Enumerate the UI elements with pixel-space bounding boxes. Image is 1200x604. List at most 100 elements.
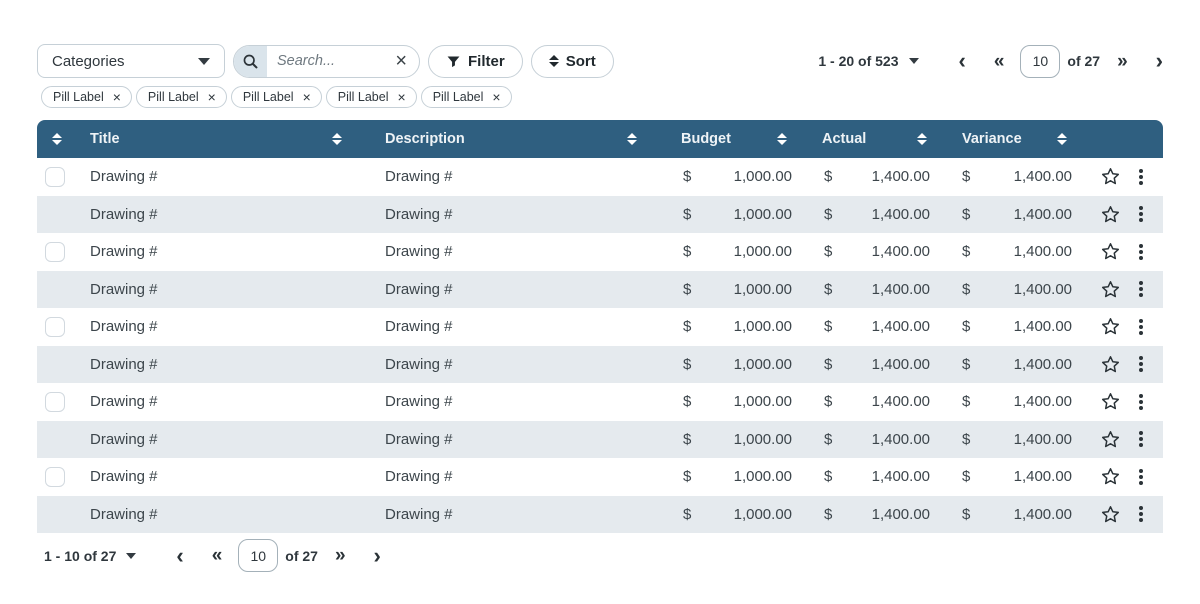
- remove-pill-icon[interactable]: [398, 90, 406, 104]
- table-row[interactable]: Drawing # Drawing # $ 1,000.00 $ 1,400.0…: [37, 308, 1163, 346]
- page-input[interactable]: [1020, 44, 1061, 78]
- remove-pill-icon[interactable]: [492, 90, 500, 104]
- favorite-star-icon[interactable]: [1100, 204, 1121, 225]
- remove-pill-icon[interactable]: [303, 90, 311, 104]
- favorite-star-icon[interactable]: [1100, 166, 1121, 187]
- column-header-title[interactable]: Title: [90, 120, 355, 158]
- sort-icon[interactable]: [332, 132, 342, 146]
- range-dropdown-icon[interactable]: [126, 552, 137, 559]
- table-row[interactable]: Drawing # Drawing # $ 1,000.00 $ 1,400.0…: [37, 270, 1163, 309]
- table-row[interactable]: Drawing # Drawing # $ 1,000.00 $ 1,400.0…: [37, 158, 1163, 196]
- variance-amount: 1,400.00: [1013, 355, 1072, 373]
- row-description: Drawing #: [385, 243, 453, 261]
- row-checkbox[interactable]: [45, 316, 65, 337]
- row-checkbox[interactable]: [45, 466, 65, 487]
- row-menu-icon[interactable]: [1139, 287, 1143, 292]
- row-menu-icon[interactable]: [1139, 324, 1143, 329]
- range-dropdown-icon[interactable]: [908, 58, 919, 64]
- sort-icon[interactable]: [1057, 132, 1067, 146]
- page-input[interactable]: [238, 539, 279, 572]
- clear-search-icon[interactable]: [393, 51, 419, 71]
- sort-icon[interactable]: [777, 132, 787, 146]
- row-actions: [1080, 308, 1163, 346]
- favorite-star-icon[interactable]: [1100, 504, 1121, 525]
- remove-pill-icon[interactable]: [208, 90, 216, 104]
- table-row[interactable]: Drawing # Drawing # $ 1,000.00 $ 1,400.0…: [37, 420, 1163, 459]
- row-menu-icon[interactable]: [1139, 437, 1143, 442]
- column-header-actual[interactable]: Actual: [800, 120, 940, 158]
- filter-pill[interactable]: Pill Label: [420, 86, 512, 108]
- favorite-star-icon[interactable]: [1100, 279, 1121, 300]
- table-row[interactable]: Drawing # Drawing # $ 1,000.00 $ 1,400.0…: [37, 495, 1163, 533]
- search-input[interactable]: [267, 45, 394, 77]
- filter-button[interactable]: Filter: [428, 44, 523, 78]
- table-row[interactable]: Drawing # Drawing # $ 1,000.00 $ 1,400.0…: [37, 345, 1163, 383]
- row-actions: [1080, 158, 1163, 196]
- favorite-star-icon[interactable]: [1100, 391, 1121, 412]
- column-header-description[interactable]: Description: [355, 120, 650, 158]
- row-menu-icon[interactable]: [1139, 212, 1143, 217]
- categories-dropdown[interactable]: Categories: [37, 44, 225, 78]
- row-select-cell: [37, 233, 90, 271]
- currency-symbol: $: [683, 468, 692, 486]
- row-checkbox[interactable]: [45, 391, 65, 412]
- search-box[interactable]: [233, 44, 420, 78]
- favorite-star-icon[interactable]: [1100, 429, 1121, 450]
- table-row[interactable]: Drawing # Drawing # $ 1,000.00 $ 1,400.0…: [37, 233, 1163, 271]
- row-menu-icon[interactable]: [1139, 174, 1143, 179]
- sort-button[interactable]: Sort: [530, 44, 614, 78]
- row-description: Drawing #: [385, 430, 453, 448]
- chevron-right-icon[interactable]: ›: [1155, 48, 1163, 73]
- sort-icon[interactable]: [917, 132, 927, 146]
- currency-symbol: $: [962, 355, 971, 373]
- chevron-left-icon[interactable]: ‹: [958, 48, 966, 73]
- currency-symbol: $: [824, 355, 833, 373]
- double-chevron-left-icon[interactable]: «: [211, 545, 223, 566]
- row-select-cell: [37, 271, 90, 309]
- actual-amount: 1,400.00: [871, 505, 930, 523]
- favorite-star-icon[interactable]: [1100, 354, 1121, 375]
- double-chevron-right-icon[interactable]: »: [1117, 50, 1128, 72]
- row-menu-icon[interactable]: [1139, 474, 1143, 479]
- row-select-cell: [37, 383, 90, 421]
- chevron-left-icon[interactable]: ‹: [176, 542, 184, 568]
- row-menu-icon[interactable]: [1139, 249, 1143, 254]
- sort-icon[interactable]: [52, 132, 62, 146]
- sort-button-label: Sort: [565, 52, 596, 70]
- row-checkbox[interactable]: [45, 166, 65, 187]
- row-description: Drawing #: [385, 168, 453, 186]
- filter-pill[interactable]: Pill Label: [135, 86, 227, 108]
- column-header-budget[interactable]: Budget: [650, 120, 800, 158]
- row-menu-icon[interactable]: [1139, 399, 1143, 404]
- row-variance: $ 1,400.00: [940, 421, 1080, 459]
- favorite-star-icon[interactable]: [1100, 241, 1121, 262]
- table-row[interactable]: Drawing # Drawing # $ 1,000.00 $ 1,400.0…: [37, 195, 1163, 234]
- double-chevron-left-icon[interactable]: «: [993, 50, 1005, 72]
- row-title: Drawing #: [90, 243, 158, 261]
- table-row[interactable]: Drawing # Drawing # $ 1,000.00 $ 1,400.0…: [37, 458, 1163, 496]
- currency-symbol: $: [824, 168, 833, 186]
- filter-pill[interactable]: Pill Label: [325, 86, 417, 108]
- chevron-right-icon[interactable]: ›: [373, 542, 381, 568]
- row-variance: $ 1,400.00: [940, 196, 1080, 234]
- filter-pill[interactable]: Pill Label: [230, 86, 322, 108]
- actual-amount: 1,400.00: [871, 355, 930, 373]
- row-checkbox[interactable]: [45, 241, 65, 262]
- remove-pill-icon[interactable]: [113, 90, 121, 104]
- row-select-cell: [37, 308, 90, 346]
- row-variance: $ 1,400.00: [940, 158, 1080, 196]
- currency-symbol: $: [962, 505, 971, 523]
- table-row[interactable]: Drawing # Drawing # $ 1,000.00 $ 1,400.0…: [37, 383, 1163, 421]
- row-description: Drawing #: [385, 280, 453, 298]
- column-header-variance[interactable]: Variance: [940, 120, 1080, 158]
- actual-amount: 1,400.00: [871, 393, 930, 411]
- favorite-star-icon[interactable]: [1100, 466, 1121, 487]
- row-description: Drawing #: [385, 393, 453, 411]
- double-chevron-right-icon[interactable]: »: [334, 545, 346, 566]
- filter-pill[interactable]: Pill Label: [41, 86, 132, 108]
- row-menu-icon[interactable]: [1139, 362, 1143, 367]
- sort-icon[interactable]: [627, 132, 637, 146]
- filter-pill-label: Pill Label: [53, 90, 104, 104]
- favorite-star-icon[interactable]: [1100, 316, 1121, 337]
- row-menu-icon[interactable]: [1139, 512, 1143, 517]
